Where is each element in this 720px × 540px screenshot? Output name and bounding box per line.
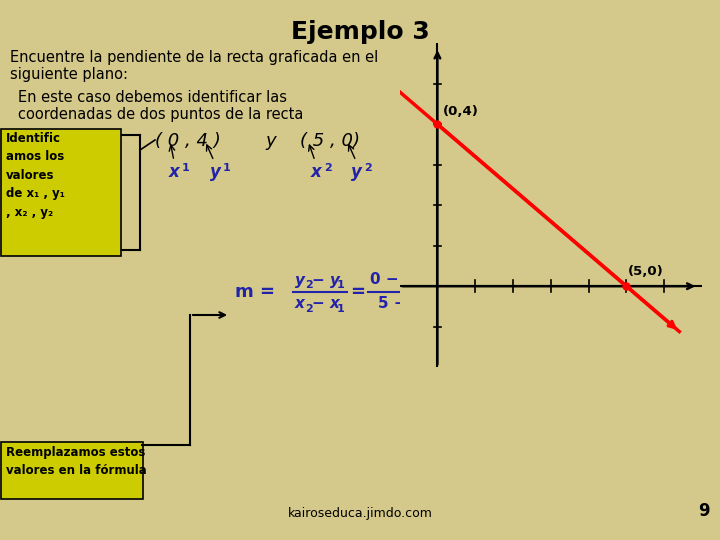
Text: 1: 1: [337, 304, 345, 314]
Text: x: x: [168, 163, 179, 181]
Text: − y: − y: [312, 273, 340, 287]
Text: 2: 2: [305, 280, 312, 290]
Text: −4: −4: [452, 271, 480, 289]
Text: Identific
amos los
valores
de x₁ , y₁
, x₂ , y₂: Identific amos los valores de x₁ , y₁ , …: [6, 132, 65, 219]
Text: ( 5 , 0): ( 5 , 0): [300, 132, 360, 150]
Text: Reemplazamos estos
valores en la fórmula: Reemplazamos estos valores en la fórmula: [6, 446, 147, 477]
Text: En este caso debemos identificar las: En este caso debemos identificar las: [18, 90, 287, 105]
Text: 0 − 4: 0 − 4: [370, 273, 415, 287]
Text: Ejemplo 3: Ejemplo 3: [291, 20, 429, 44]
Text: (5,0): (5,0): [629, 265, 664, 278]
Text: y: y: [351, 163, 361, 181]
Text: coordenadas de dos puntos de la recta: coordenadas de dos puntos de la recta: [18, 107, 303, 122]
Text: 1: 1: [182, 163, 190, 173]
Text: x: x: [310, 163, 321, 181]
Text: x: x: [295, 296, 305, 312]
Text: Encuentre la pendiente de la recta graficada en el: Encuentre la pendiente de la recta grafi…: [10, 50, 378, 65]
FancyBboxPatch shape: [1, 442, 143, 499]
Text: (0,4): (0,4): [443, 105, 479, 118]
Text: 5: 5: [457, 295, 469, 313]
Text: 5 − 0: 5 − 0: [378, 296, 423, 312]
Text: 9: 9: [698, 502, 710, 520]
Text: siguiente plano:: siguiente plano:: [10, 67, 128, 82]
Text: y: y: [210, 163, 220, 181]
Text: =: =: [350, 283, 365, 301]
Text: ( 0 , 4 ): ( 0 , 4 ): [155, 132, 221, 150]
Text: 1: 1: [223, 163, 230, 173]
Text: 2: 2: [305, 304, 312, 314]
Text: 1: 1: [337, 280, 345, 290]
Text: m =: m =: [235, 283, 282, 301]
FancyBboxPatch shape: [1, 129, 121, 256]
Text: =: =: [433, 283, 448, 301]
Text: y: y: [295, 273, 305, 287]
Text: 2: 2: [324, 163, 332, 173]
Text: 2: 2: [364, 163, 372, 173]
Text: y: y: [265, 132, 276, 150]
Text: − x: − x: [312, 296, 340, 312]
Text: kairoseduca.jimdo.com: kairoseduca.jimdo.com: [287, 507, 433, 520]
